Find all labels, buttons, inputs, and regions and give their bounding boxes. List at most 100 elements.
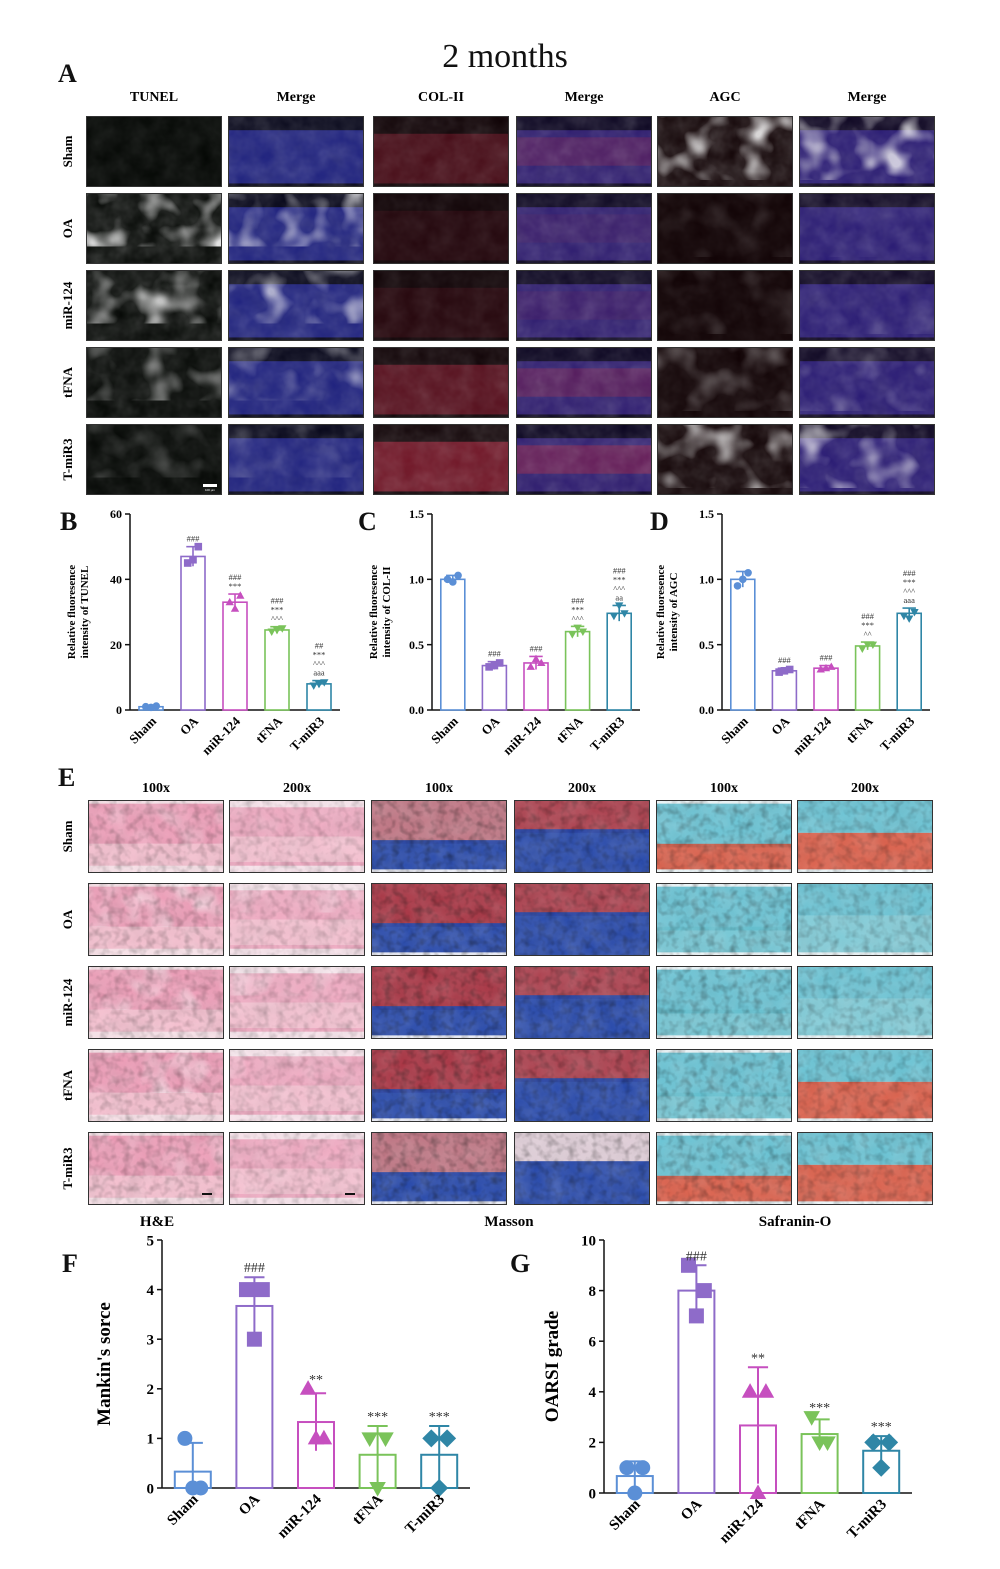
panel-e-col-header-2: 100x xyxy=(425,781,453,796)
chart-f: 0 1 2 3 4 5 Mankin's sorce Sham ### OA ** miR-124 **… xyxy=(94,1233,470,1542)
panel-e-image-r2-c3 xyxy=(514,966,650,1039)
panel-a-image-r1-c0 xyxy=(86,193,222,264)
panel-a-scale-bar-label: 100 μm xyxy=(205,488,216,492)
chart-d-annotation-1-0: ### xyxy=(778,655,792,665)
chart-d-point-2-2 xyxy=(821,663,831,672)
chart-c-point-1-1 xyxy=(495,659,504,667)
panel-a-image-r4-c0 xyxy=(86,424,222,495)
chart-g-point-1-0 xyxy=(680,1257,696,1273)
panel-e-stain-label-2: Safranin-O xyxy=(759,1214,832,1230)
chart-c-point-1-2 xyxy=(490,661,499,670)
chart-c-xtick-label-0: Sham xyxy=(428,713,461,746)
chart-d-ytick-label-2: 1.0 xyxy=(699,573,714,587)
chart-f-point-4-1 xyxy=(438,1429,457,1448)
chart-d-annotation-4-3: aaa xyxy=(904,595,916,605)
chart-g-point-4-1 xyxy=(880,1433,899,1452)
panel-e-image-r1-c3 xyxy=(514,883,650,956)
chart-c-annotation-3-1: *** xyxy=(571,604,584,614)
panel-a-image-r3-c1 xyxy=(228,347,364,418)
panel-a-row-label-2: miR-124 xyxy=(60,281,75,329)
chart-c-bar-2 xyxy=(523,662,549,711)
chart-d-ytick-label-1: 0.5 xyxy=(699,638,714,652)
chart-d-annotation-3-2: ^^ xyxy=(864,629,872,639)
chart-g-ytick-label-1: 2 xyxy=(589,1436,597,1452)
chart-c-point-2-2 xyxy=(531,654,541,663)
chart-d-point-3-0 xyxy=(858,645,867,653)
chart-g-ylabel: OARSI grade xyxy=(542,1311,563,1422)
chart-g-point-4-2 xyxy=(872,1458,891,1477)
chart-c: 0.0 0.5 1.0 1.5 Relative fluoresenceintensit… xyxy=(368,507,640,758)
chart-c-point-0-2 xyxy=(449,578,457,586)
panel-a-scale-bar xyxy=(203,484,217,487)
chart-c-annotation-4-2: ^^^ xyxy=(613,583,625,593)
chart-c-xtick-label-2: miR-124 xyxy=(500,713,545,758)
panel-a-row-label-4: T-miR3 xyxy=(60,438,75,481)
panel-e-image-r2-c1 xyxy=(229,966,365,1039)
chart-b-bar-2 xyxy=(222,601,248,711)
panel-e-row-label-1: OA xyxy=(60,909,75,929)
chart-f-ytick-label-2: 2 xyxy=(147,1382,155,1398)
chart-d-point-3-2 xyxy=(863,641,872,650)
panel-e-row-label-2: miR-124 xyxy=(60,978,75,1026)
chart-d-point-3-1 xyxy=(868,641,878,650)
chart-b-xtick-label-1: OA xyxy=(177,713,202,738)
panel-e-image-r4-c2 xyxy=(371,1132,507,1205)
chart-d-point-1-1 xyxy=(785,665,794,674)
chart-d-xtick-label-2: miR-124 xyxy=(790,713,835,758)
chart-b-point-0-2 xyxy=(147,703,155,712)
chart-g-xtick-label-0: Sham xyxy=(606,1496,644,1534)
panel-e-image-r2-c5 xyxy=(797,966,933,1039)
chart-d: 0.0 0.5 1.0 1.5 Relative fluoresenceintensit… xyxy=(655,507,930,758)
panel-a-col-header-0: TUNEL xyxy=(130,90,178,105)
chart-c-point-0-1 xyxy=(454,571,462,580)
panel-a-image-r2-c4 xyxy=(657,270,793,341)
panel-e-image-r3-c0 xyxy=(88,1049,224,1122)
panel-e-row-label-3: tFNA xyxy=(60,1069,75,1101)
chart-f-point-4-2 xyxy=(430,1479,449,1497)
chart-f-point-0-0 xyxy=(177,1430,193,1446)
chart-b-annotation-2-1: *** xyxy=(229,581,242,591)
panel-a-image-r0-c5 xyxy=(799,116,935,187)
panel-e-image-r0-c0 xyxy=(88,800,224,873)
chart-b-ytick-label-1: 20 xyxy=(110,638,122,652)
panel-e-scale-bar-2 xyxy=(345,1193,355,1195)
chart-f-ytick-label-5: 5 xyxy=(147,1233,155,1249)
chart-b-ytick-label-0: 0 xyxy=(116,703,122,717)
chart-f-annotation-2-0: ** xyxy=(309,1373,323,1388)
chart-g-ytick-label-4: 8 xyxy=(589,1284,597,1300)
panel-e-image-r3-c1 xyxy=(229,1049,365,1122)
chart-c-bar-4 xyxy=(606,612,633,711)
chart-f-annotation-3-0: *** xyxy=(367,1410,388,1425)
chart-c-annotation-4-0: ### xyxy=(613,565,627,575)
chart-d-point-1-2 xyxy=(780,667,789,675)
panel-e-image-r4-c1 xyxy=(229,1132,365,1205)
chart-c-bar-0 xyxy=(439,578,466,711)
chart-f-ytick-label-3: 3 xyxy=(147,1332,155,1348)
chart-b-point-1-0 xyxy=(183,559,192,567)
panel-a-col-header-4: AGC xyxy=(709,90,740,105)
chart-d-xtick-label-0: Sham xyxy=(718,713,751,746)
chart-d-point-0-1 xyxy=(744,569,752,577)
chart-f-point-2-0 xyxy=(299,1380,317,1395)
panel-a-col-header-5: Merge xyxy=(848,90,887,105)
chart-b-annotation-3-1: *** xyxy=(271,605,284,615)
chart-d-point-4-0 xyxy=(899,612,909,621)
chart-g-point-3-0 xyxy=(803,1411,820,1426)
chart-f-ylabel: Mankin's sorce xyxy=(94,1302,115,1426)
panel-a-image-r2-c5 xyxy=(799,270,935,341)
panel-a-image-r1-c4 xyxy=(657,193,793,264)
chart-c-ytick-label-3: 1.5 xyxy=(409,507,424,521)
chart-b-annotation-4-2: ^^^ xyxy=(313,659,325,669)
panel-e-image-r0-c4 xyxy=(656,800,792,873)
chart-g-ytick-label-5: 10 xyxy=(581,1233,596,1249)
panel-e-col-header-1: 200x xyxy=(283,781,311,796)
chart-b-xtick-label-4: T-miR3 xyxy=(287,713,328,754)
panel-e-image-r3-c3 xyxy=(514,1049,650,1122)
chart-d-bar-4 xyxy=(896,612,923,711)
chart-c-point-1-0 xyxy=(485,663,493,671)
chart-g-annotation-4-0: *** xyxy=(871,1420,892,1435)
chart-c-point-2-0 xyxy=(526,662,535,670)
chart-b-annotation-1-0: ### xyxy=(187,534,201,544)
chart-c-annotation-3-2: ^^^ xyxy=(572,613,584,623)
